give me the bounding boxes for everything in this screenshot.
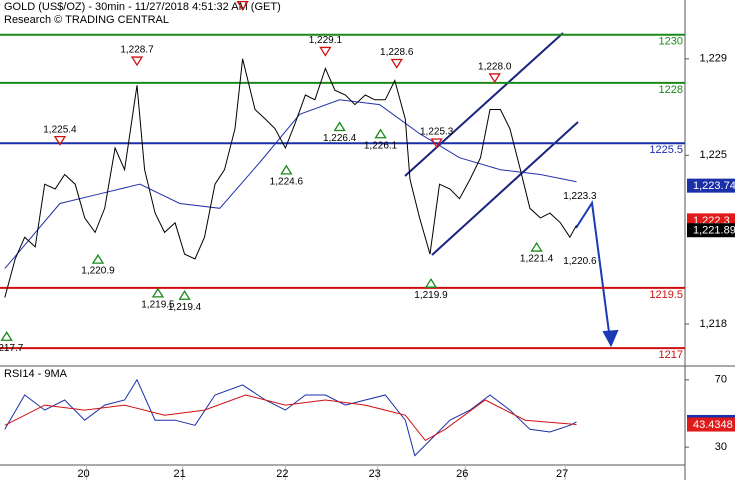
level-label: 1217 xyxy=(659,349,683,361)
annotation-label: 1,225.3 xyxy=(420,127,454,138)
level-label: 1219.5 xyxy=(649,289,683,301)
channel-upper xyxy=(404,32,564,177)
level-label: 1230 xyxy=(659,36,683,48)
annotation-label: 1,219.5 xyxy=(141,299,175,310)
low-marker xyxy=(0,331,13,341)
annotation-label: 1,226.1 xyxy=(364,140,398,151)
x-tick-label: 21 xyxy=(174,468,186,480)
price-tag xyxy=(687,178,735,193)
annotation-label: 1,220.9 xyxy=(81,266,115,277)
annotation-label: 1,219.4 xyxy=(168,302,202,313)
annotation-label: 1,219.9 xyxy=(414,290,448,301)
y-tick-label: 1,218 xyxy=(699,318,727,330)
annotation-label: 1,223.3 xyxy=(563,191,597,202)
high-marker xyxy=(236,0,249,11)
series-line xyxy=(4,58,577,298)
y-tick-label: 30 xyxy=(715,441,727,453)
annotation-label: 1,228.0 xyxy=(478,62,512,73)
x-tick-label: 26 xyxy=(456,468,468,480)
level-label: 1228 xyxy=(659,84,683,96)
series-line xyxy=(4,394,577,442)
price-tag-label: 1,223.74 xyxy=(693,180,735,192)
low-marker xyxy=(530,241,543,252)
annotation-label: 1,220.6 xyxy=(563,256,597,267)
low-marker xyxy=(374,128,387,139)
annotation-label: 1,221.4 xyxy=(520,254,554,265)
forecast-arrow xyxy=(575,200,619,348)
level-label: 1225.5 xyxy=(649,144,683,156)
price-tag xyxy=(687,417,735,432)
high-marker xyxy=(390,58,403,69)
low-marker xyxy=(424,277,438,288)
high-marker xyxy=(130,56,144,67)
x-tick-label: 22 xyxy=(276,468,288,480)
high-marker xyxy=(488,73,501,84)
annotation-label: 1,225.4 xyxy=(43,124,77,135)
low-marker xyxy=(151,287,165,298)
high-marker xyxy=(430,138,443,149)
arrow-head xyxy=(602,329,619,348)
x-tick-label: 23 xyxy=(369,468,381,480)
y-tick-label: 1,225 xyxy=(699,149,727,161)
high-marker xyxy=(53,135,67,146)
x-tick-label: 27 xyxy=(556,468,568,480)
arrow-path xyxy=(575,200,611,341)
series-line xyxy=(4,378,577,457)
y-tick-label: 1,229 xyxy=(699,53,727,65)
y-tick-label: 70 xyxy=(715,374,727,386)
high-marker xyxy=(319,46,332,57)
annotation-label: 1,228.7 xyxy=(120,45,154,56)
annotation-label: 1,217.7 xyxy=(0,343,24,354)
annotation-label: 1,224.6 xyxy=(270,177,304,188)
chart-subtitle: Research © TRADING CENTRAL xyxy=(4,14,169,26)
annotation-label: 1,229.1 xyxy=(309,35,343,46)
chart-title: GOLD (US$/OZ) - 30min - 11/27/2018 4:51:… xyxy=(4,1,281,13)
series-line xyxy=(4,99,577,269)
low-marker xyxy=(178,290,191,300)
low-marker xyxy=(91,253,105,264)
price-tag-label: 43.4348 xyxy=(693,419,733,431)
price-tag-label: 1,221.89 xyxy=(693,225,735,237)
price-tag xyxy=(687,223,735,238)
annotation-label: 1,228.6 xyxy=(380,47,414,58)
low-marker xyxy=(280,164,293,175)
annotation-label: 1,226.4 xyxy=(323,133,357,144)
x-tick-label: 20 xyxy=(77,468,89,480)
low-marker xyxy=(333,121,346,132)
rsi-title: RSI14 - 9MA xyxy=(4,368,68,380)
